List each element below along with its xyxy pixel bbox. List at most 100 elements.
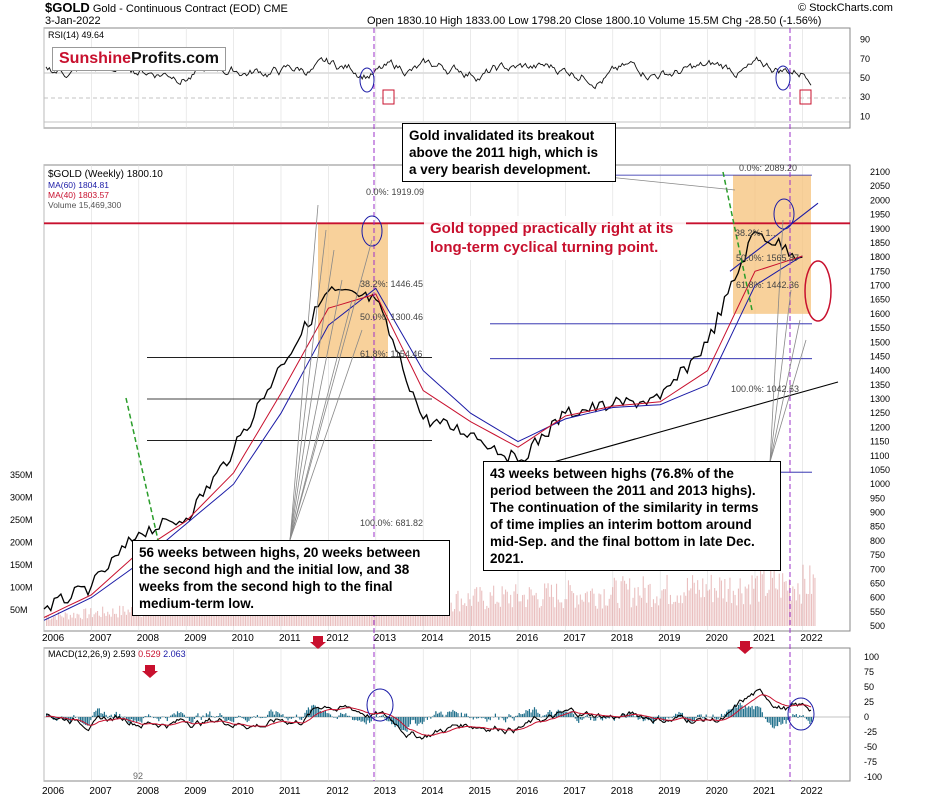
macd-hist-bar (229, 717, 231, 721)
rsi-marker-box-1 (799, 89, 812, 105)
macd-hist-bar (533, 707, 536, 717)
macd-hist-bar (260, 717, 262, 719)
volume-bar (114, 613, 116, 626)
x-tick-macd-2020: 2020 (706, 786, 729, 797)
volume-bar (501, 586, 503, 626)
volume-bar (537, 599, 539, 626)
volume-bar (488, 607, 490, 626)
macd-hist-bar (182, 713, 184, 717)
callout-breakout-invalidated: Gold invalidated its breakout above the … (402, 123, 616, 182)
macd-hist-bar (579, 717, 581, 720)
volume-bar (675, 601, 677, 626)
volume-bar (477, 601, 479, 626)
volume-bar (120, 615, 122, 626)
volume-bar (489, 592, 491, 626)
volume-bar (697, 580, 699, 626)
macd-hist-bar (273, 714, 275, 717)
macd-hist-bar (535, 709, 537, 717)
volume-bar (613, 577, 615, 626)
volume-bar (749, 604, 751, 626)
volume-bar (629, 578, 631, 626)
macd-hist-bar (316, 707, 318, 717)
annotations (125, 28, 832, 781)
macd-hist-bar (243, 717, 245, 719)
volume-bar (562, 608, 564, 626)
volume-bar (654, 603, 656, 626)
macd-hist-bar (778, 717, 780, 722)
volume-bar (115, 613, 117, 626)
volume-bar (141, 616, 143, 626)
volume-bar (423, 610, 425, 626)
y-tick-price-1150: 1150 (870, 437, 889, 447)
volume-bar (86, 618, 88, 626)
volume-bar (542, 599, 544, 626)
macd-hist-bar (346, 715, 349, 717)
fib-2020-38: 38.2%: 1... (735, 228, 778, 238)
macd-hist-bar (644, 717, 646, 721)
macd-hist-bar (601, 717, 604, 721)
macd-hist-bar (744, 706, 746, 717)
macd-hist-bar (663, 717, 665, 722)
macd-hist-bar (698, 714, 700, 717)
macd-hist-bar (244, 717, 247, 721)
macd-hist-bar (537, 712, 539, 717)
volume-bar (550, 584, 552, 626)
y-tick-macd-50: 50 (864, 682, 874, 692)
macd-hist-bar (800, 716, 802, 717)
volume-bar (583, 601, 585, 626)
macd-hist-bar (438, 712, 440, 717)
volume-bar (396, 607, 398, 626)
volume-bar (54, 615, 56, 626)
volume-bar (183, 615, 185, 626)
volume-bar (668, 603, 670, 626)
x-tick-macd-2014: 2014 (421, 786, 444, 797)
macd-hist-bar (299, 717, 301, 720)
x-tick-price-2020: 2020 (706, 633, 729, 644)
volume-bar (566, 599, 568, 626)
price-series (43, 230, 803, 621)
volume-bar (556, 583, 558, 626)
volume-bar (557, 599, 559, 626)
macd-hist-bar (217, 716, 219, 717)
macd-hist-bar (608, 717, 610, 719)
volume-bar (573, 593, 575, 626)
x-tick-macd-2021: 2021 (753, 786, 776, 797)
volume-bar (59, 614, 61, 626)
volume-bar (656, 596, 658, 626)
volume-bar (510, 594, 512, 626)
macd-hist-bar (258, 717, 260, 718)
volume-bar (783, 581, 785, 626)
volume-bar (472, 595, 474, 626)
volume-bar (768, 589, 770, 626)
macd-hist-bar (374, 717, 376, 718)
macd-hist-bar (639, 717, 641, 720)
volume-bar (321, 608, 323, 626)
volume-bar (627, 589, 629, 626)
volume-bar (52, 616, 54, 626)
volume-bar (607, 605, 609, 626)
macd-hist-bar (692, 717, 694, 722)
volume-bar (673, 601, 675, 626)
macd-hist-bar (598, 715, 600, 717)
volume-bar (709, 589, 711, 626)
macd-hist-bar (66, 717, 68, 718)
volume-bar (47, 615, 49, 626)
y-tick-price-1200: 1200 (870, 422, 890, 432)
volume-bar (584, 593, 586, 626)
macd-hist-bar (142, 717, 145, 719)
y-tick-price-900: 900 (870, 508, 885, 518)
macd-hist-bar (144, 716, 146, 717)
macd-hist-bar (486, 717, 488, 722)
volume-bar (590, 590, 592, 626)
volume-bar (168, 612, 170, 626)
header-date: 3-Jan-2022 (45, 15, 101, 27)
pointer-left-1 (289, 229, 327, 541)
y-tick-price-2100: 2100 (870, 167, 890, 177)
x-tick-macd-2007: 2007 (89, 786, 112, 797)
volume-bar (158, 609, 160, 626)
macd-hist-bar (380, 715, 383, 717)
macd-circle-0 (366, 688, 394, 722)
volume-bar (732, 590, 734, 626)
volume-bar (805, 593, 807, 626)
macd-hist-bar (420, 717, 422, 723)
